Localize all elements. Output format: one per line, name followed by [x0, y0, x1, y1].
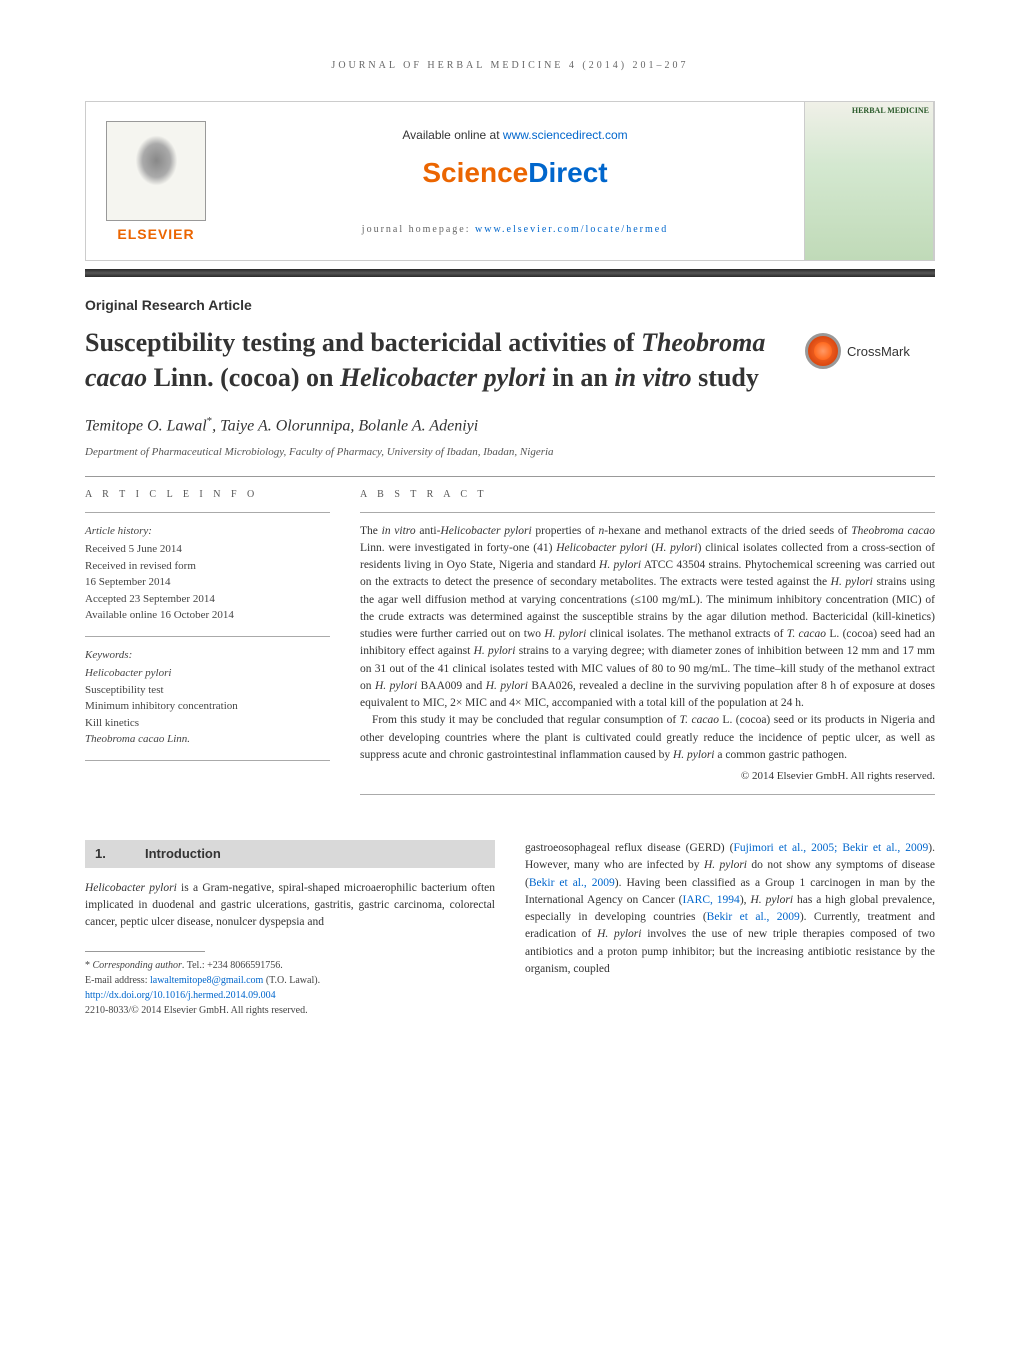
keywords-block: Keywords: Helicobacter pylori Susceptibi…	[85, 647, 330, 748]
history-line: Received in revised form	[85, 558, 330, 575]
section-title: Introduction	[145, 846, 221, 861]
keyword-item: Susceptibility test	[85, 682, 330, 699]
journal-cover-thumbnail: HERBAL MEDICINE	[804, 101, 934, 261]
email-link[interactable]: lawaltemitope8@gmail.com	[150, 975, 263, 986]
doi-link[interactable]: http://dx.doi.org/10.1016/j.hermed.2014.…	[85, 990, 276, 1001]
affiliation: Department of Pharmaceutical Microbiolog…	[85, 446, 935, 458]
body-two-column: 1.Introduction Helicobacter pylori is a …	[85, 840, 935, 1018]
journal-homepage-link[interactable]: www.elsevier.com/locate/hermed	[475, 224, 668, 235]
corresponding-author: * Corresponding author. Tel.: +234 80665…	[85, 958, 495, 973]
article-info-label: A R T I C L E I N F O	[85, 489, 330, 500]
gradient-bar	[85, 269, 935, 277]
banner-center: Available online at www.sciencedirect.co…	[226, 113, 804, 250]
authors: Temitope O. Lawal*, Taiye A. Olorunnipa,…	[85, 415, 935, 435]
info-divider	[85, 636, 330, 637]
history-line: Available online 16 October 2014	[85, 607, 330, 624]
section-heading-introduction: 1.Introduction	[85, 840, 495, 868]
article-type: Original Research Article	[85, 297, 935, 313]
abstract-copyright: © 2014 Elsevier GmbH. All rights reserve…	[360, 770, 935, 782]
keyword-item: Minimum inhibitory concentration	[85, 698, 330, 715]
keyword-item: Theobroma cacao Linn.	[85, 731, 330, 748]
info-divider	[85, 512, 330, 513]
info-abstract-row: A R T I C L E I N F O Article history: R…	[85, 489, 935, 806]
journal-homepage: journal homepage: www.elsevier.com/locat…	[226, 224, 804, 235]
sciencedirect-logo: ScienceDirect	[422, 157, 607, 189]
running-header: JOURNAL OF HERBAL MEDICINE 4 (2014) 201–…	[85, 60, 935, 71]
abstract-label: A B S T R A C T	[360, 489, 935, 500]
article-history-block: Article history: Received 5 June 2014 Re…	[85, 523, 330, 624]
crossmark-icon	[805, 333, 841, 369]
keywords-heading: Keywords:	[85, 647, 330, 664]
email-suffix: (T.O. Lawal).	[263, 975, 320, 986]
email-line: E-mail address: lawaltemitope8@gmail.com…	[85, 973, 495, 988]
elsevier-label: ELSEVIER	[117, 226, 194, 242]
email-prefix: E-mail address:	[85, 975, 150, 986]
history-line: 16 September 2014	[85, 574, 330, 591]
keyword-item: Kill kinetics	[85, 715, 330, 732]
available-online: Available online at www.sciencedirect.co…	[226, 128, 804, 142]
crossmark-badge[interactable]: CrossMark	[805, 333, 935, 369]
footer-divider	[85, 951, 205, 952]
article-info-column: A R T I C L E I N F O Article history: R…	[85, 489, 330, 806]
body-column-left: 1.Introduction Helicobacter pylori is a …	[85, 840, 495, 1018]
journal-cover-title: HERBAL MEDICINE	[809, 106, 929, 115]
footer-block: * Corresponding author. Tel.: +234 80665…	[85, 951, 495, 1018]
divider	[85, 476, 935, 477]
abstract-p2: From this study it may be concluded that…	[360, 712, 935, 764]
history-line: Received 5 June 2014	[85, 541, 330, 558]
body-column-right: gastroeosophageal reflux disease (GERD) …	[525, 840, 935, 1018]
abstract-p1: The in vitro anti-Helicobacter pylori pr…	[360, 523, 935, 713]
elsevier-logo: ELSEVIER	[86, 101, 226, 261]
journal-banner: ELSEVIER Available online at www.science…	[85, 101, 935, 261]
info-divider	[85, 760, 330, 761]
abstract-divider	[360, 512, 935, 513]
history-heading: Article history:	[85, 523, 330, 540]
crossmark-label: CrossMark	[847, 344, 910, 359]
issn-copyright: 2210-8033/© 2014 Elsevier GmbH. All righ…	[85, 1003, 495, 1018]
intro-col1-text: Helicobacter pylori is a Gram-negative, …	[85, 880, 495, 932]
page-container: JOURNAL OF HERBAL MEDICINE 4 (2014) 201–…	[0, 0, 1020, 1058]
abstract-bottom-divider	[360, 794, 935, 795]
available-online-prefix: Available online at	[402, 128, 503, 142]
abstract-text: The in vitro anti-Helicobacter pylori pr…	[360, 523, 935, 765]
abstract-column: A B S T R A C T The in vitro anti-Helico…	[360, 489, 935, 806]
intro-col2-text: gastroeosophageal reflux disease (GERD) …	[525, 840, 935, 978]
section-number: 1.	[95, 844, 145, 864]
sciencedirect-url-link[interactable]: www.sciencedirect.com	[503, 128, 628, 142]
elsevier-tree-icon	[106, 121, 206, 221]
keyword-item: Helicobacter pylori	[85, 665, 330, 682]
history-line: Accepted 23 September 2014	[85, 591, 330, 608]
journal-homepage-prefix: journal homepage:	[362, 224, 475, 235]
